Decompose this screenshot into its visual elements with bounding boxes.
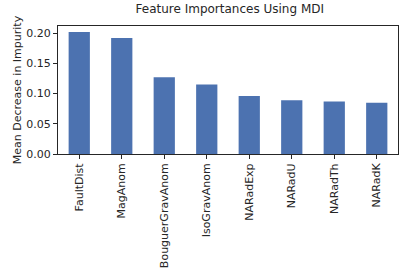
svg-text:0.05: 0.05 [26, 118, 51, 131]
svg-text:Mean Decrease in Impurity: Mean Decrease in Impurity [11, 15, 24, 164]
svg-text:BouguerGravAnom: BouguerGravAnom [158, 163, 171, 268]
svg-text:IsoGravAnom: IsoGravAnom [200, 163, 213, 237]
svg-text:NARadU: NARadU [285, 163, 298, 208]
svg-text:FaultDist: FaultDist [73, 163, 86, 212]
svg-text:0.20: 0.20 [26, 27, 51, 40]
svg-text:Feature Importances Using MDI: Feature Importances Using MDI [136, 2, 325, 16]
svg-text:0.15: 0.15 [26, 57, 51, 70]
svg-text:NARadTh: NARadTh [328, 163, 341, 214]
svg-text:NARadK: NARadK [370, 163, 383, 208]
svg-text:NARadExp: NARadExp [243, 163, 256, 220]
svg-text:0.00: 0.00 [26, 148, 51, 161]
svg-text:0.10: 0.10 [26, 87, 51, 100]
svg-text:MagAnom: MagAnom [115, 163, 128, 218]
